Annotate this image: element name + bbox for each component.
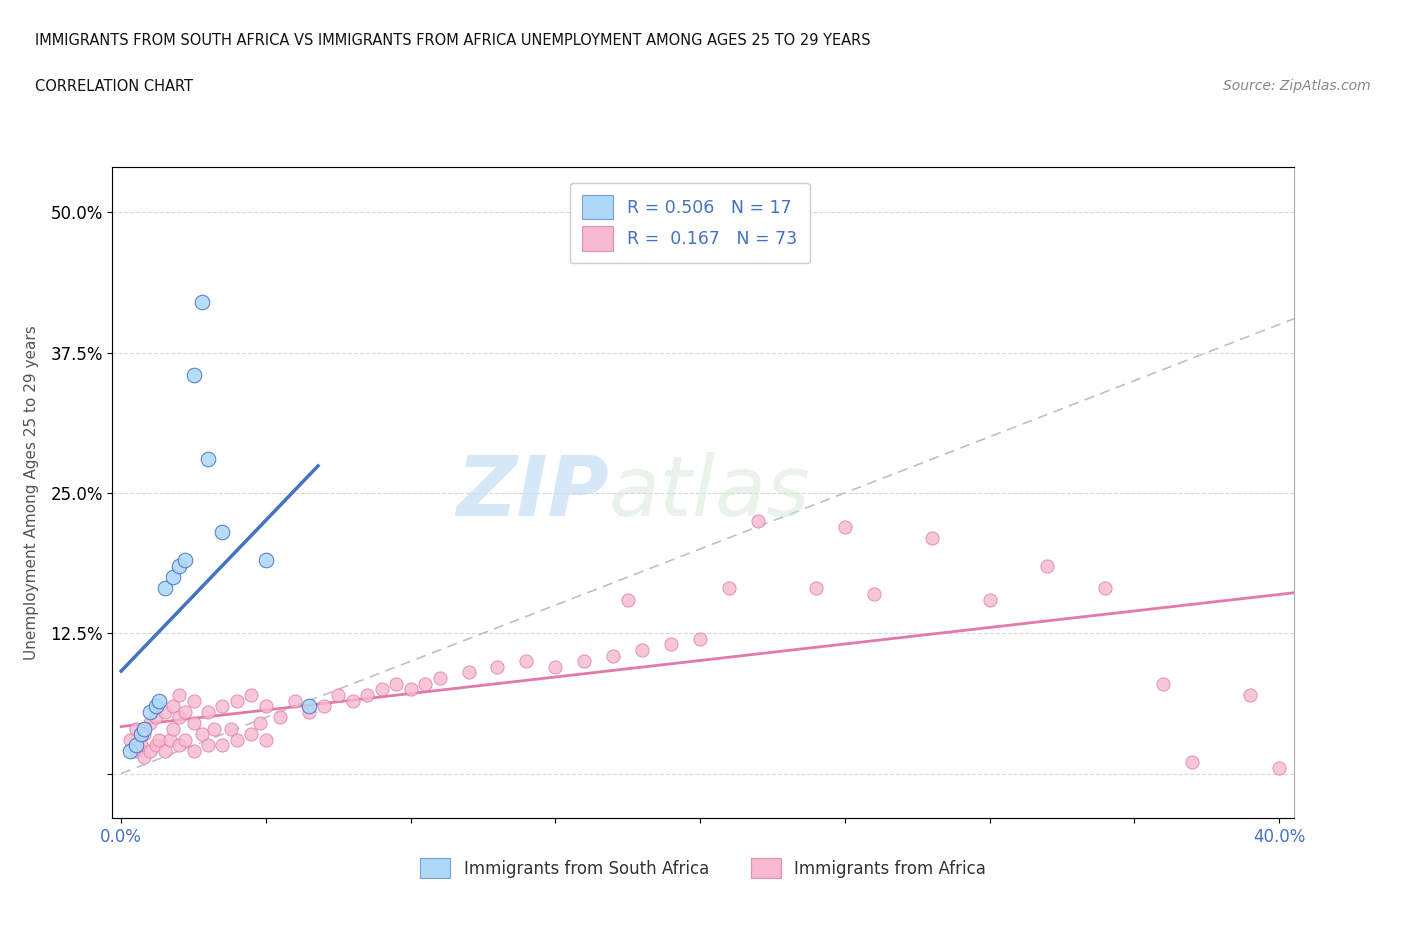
Point — [1268, 761, 1291, 776]
Point — [167, 558, 190, 573]
Point — [659, 637, 682, 652]
Text: Source: ZipAtlas.com: Source: ZipAtlas.com — [1223, 79, 1371, 93]
Point — [167, 738, 190, 753]
Point — [834, 519, 856, 534]
Point — [191, 295, 214, 310]
Point — [139, 704, 162, 719]
Point — [747, 513, 769, 528]
Point — [211, 738, 233, 753]
Point — [197, 452, 219, 467]
Point — [183, 715, 205, 730]
Point — [602, 648, 624, 663]
Point — [159, 733, 181, 748]
Text: IMMIGRANTS FROM SOUTH AFRICA VS IMMIGRANTS FROM AFRICA UNEMPLOYMENT AMONG AGES 2: IMMIGRANTS FROM SOUTH AFRICA VS IMMIGRAN… — [35, 33, 870, 47]
Point — [211, 525, 233, 539]
Point — [124, 738, 146, 753]
Point — [173, 733, 195, 748]
Legend: Immigrants from South Africa, Immigrants from Africa: Immigrants from South Africa, Immigrants… — [413, 851, 993, 885]
Point — [254, 733, 277, 748]
Point — [202, 721, 225, 736]
Point — [148, 693, 170, 708]
Point — [385, 676, 408, 691]
Point — [118, 744, 141, 759]
Point — [134, 721, 156, 736]
Point — [616, 592, 638, 607]
Point — [240, 726, 263, 741]
Point — [153, 581, 176, 596]
Point — [515, 654, 537, 669]
Point — [153, 704, 176, 719]
Point — [718, 581, 741, 596]
Point — [197, 738, 219, 753]
Point — [173, 704, 195, 719]
Point — [197, 704, 219, 719]
Point — [211, 698, 233, 713]
Point — [356, 687, 378, 702]
Point — [269, 710, 291, 724]
Point — [413, 676, 436, 691]
Point — [312, 698, 335, 713]
Point — [862, 587, 884, 602]
Point — [1094, 581, 1116, 596]
Point — [631, 643, 654, 658]
Point — [574, 654, 596, 669]
Point — [124, 721, 146, 736]
Point — [191, 726, 214, 741]
Text: CORRELATION CHART: CORRELATION CHART — [35, 79, 193, 94]
Point — [118, 733, 141, 748]
Point — [226, 693, 249, 708]
Point — [254, 552, 277, 567]
Point — [148, 733, 170, 748]
Point — [183, 744, 205, 759]
Point — [183, 693, 205, 708]
Point — [457, 665, 479, 680]
Point — [298, 698, 321, 713]
Point — [249, 715, 271, 730]
Point — [162, 721, 184, 736]
Point — [183, 367, 205, 382]
Point — [298, 704, 321, 719]
Point — [139, 715, 162, 730]
Point — [162, 698, 184, 713]
Point — [1239, 687, 1261, 702]
Point — [167, 687, 190, 702]
Point — [342, 693, 364, 708]
Point — [284, 693, 307, 708]
Point — [804, 581, 827, 596]
Point — [1152, 676, 1174, 691]
Point — [139, 744, 162, 759]
Point — [173, 552, 195, 567]
Point — [921, 530, 943, 545]
Point — [153, 744, 176, 759]
Point — [131, 738, 153, 753]
Point — [486, 659, 509, 674]
Point — [219, 721, 242, 736]
Point — [167, 710, 190, 724]
Point — [399, 682, 422, 697]
Point — [145, 698, 167, 713]
Point — [1181, 755, 1204, 770]
Point — [429, 671, 451, 685]
Point — [1036, 558, 1059, 573]
Point — [145, 710, 167, 724]
Point — [124, 744, 146, 759]
Point — [370, 682, 392, 697]
Point — [544, 659, 567, 674]
Point — [689, 631, 711, 646]
Point — [328, 687, 350, 702]
Point — [226, 733, 249, 748]
Text: atlas: atlas — [609, 452, 810, 534]
Point — [134, 726, 156, 741]
Point — [145, 738, 167, 753]
Point — [979, 592, 1001, 607]
Point — [254, 698, 277, 713]
Y-axis label: Unemployment Among Ages 25 to 29 years: Unemployment Among Ages 25 to 29 years — [24, 326, 39, 660]
Point — [240, 687, 263, 702]
Point — [162, 570, 184, 585]
Text: ZIP: ZIP — [456, 452, 609, 534]
Point — [131, 726, 153, 741]
Point — [134, 750, 156, 764]
